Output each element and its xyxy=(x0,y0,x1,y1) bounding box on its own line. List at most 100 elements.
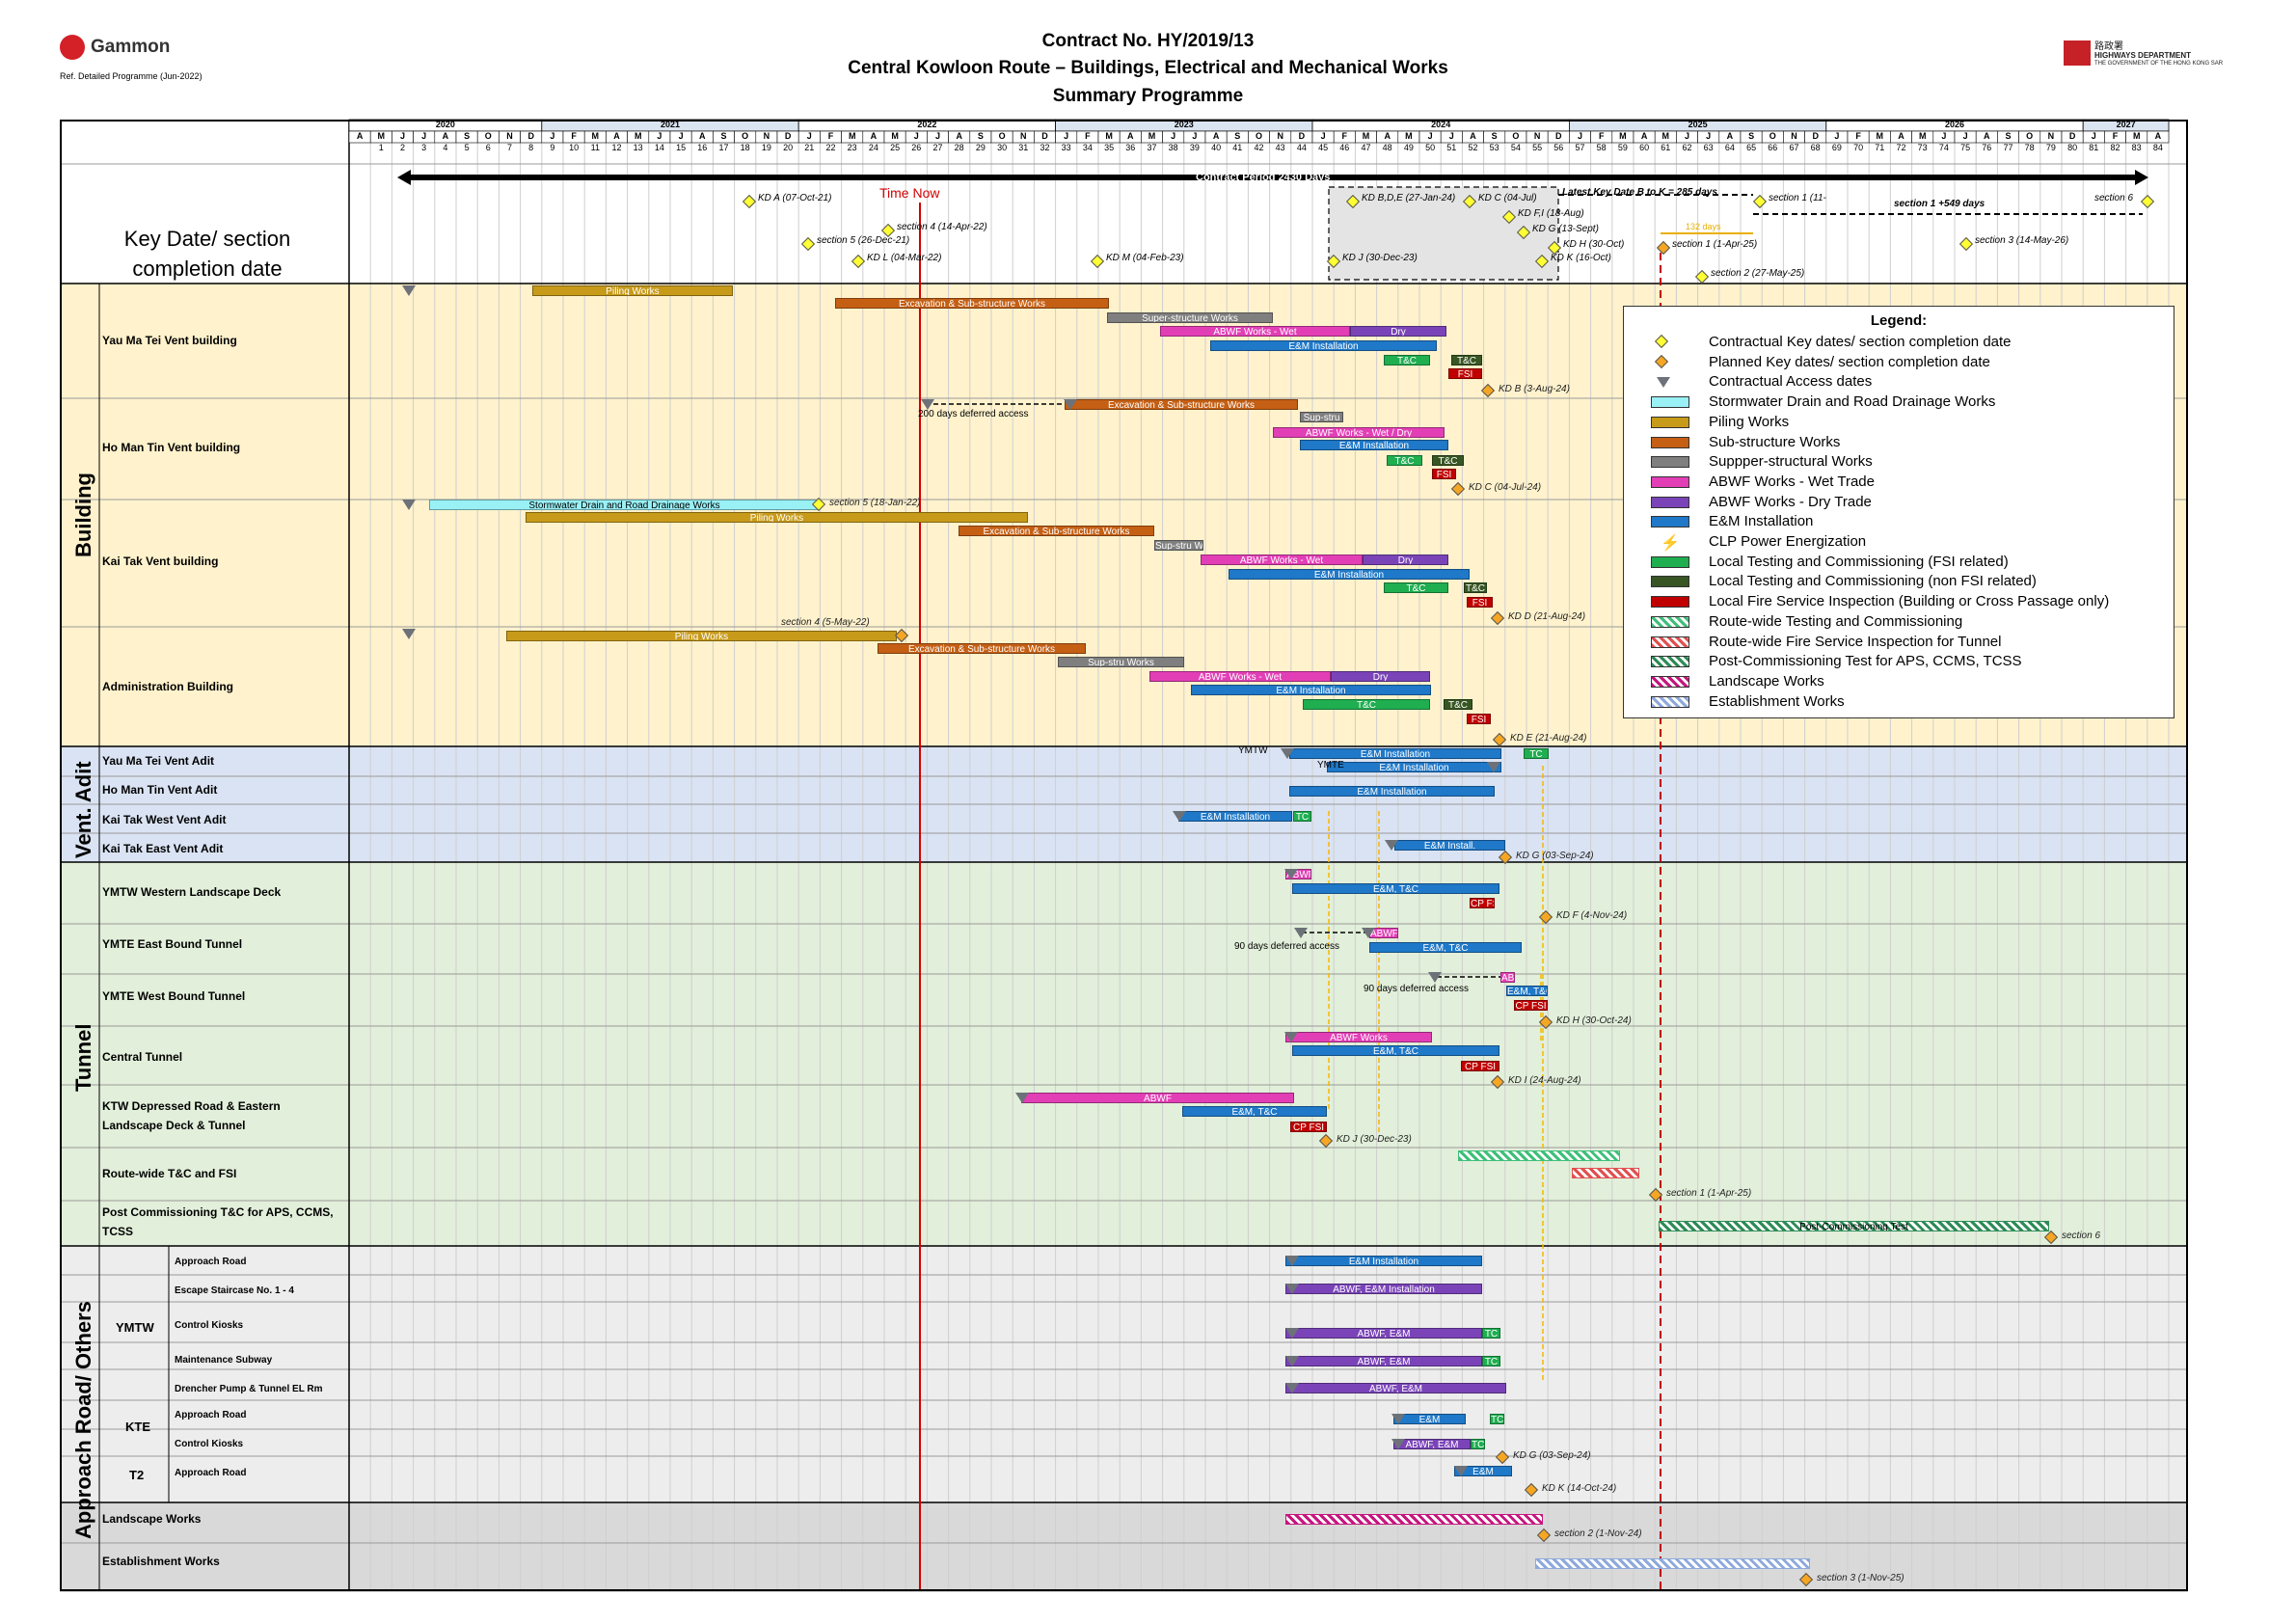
gantt-bar: ABWF, E&M xyxy=(1285,1356,1482,1366)
month-number: 70 xyxy=(1853,143,1864,152)
gantt-bar: FSI xyxy=(1467,714,1491,724)
month-label: A xyxy=(956,131,962,141)
month-label: D xyxy=(784,131,792,141)
row-keydate-label: section 5 (18-Jan-22) xyxy=(829,498,921,508)
month-number: 78 xyxy=(2024,143,2035,152)
days132-label: 132 days xyxy=(1686,222,1721,231)
month-label: J xyxy=(1427,131,1433,141)
month-number: 38 xyxy=(1168,143,1178,152)
row-routewide: Route-wide T&C and FSI xyxy=(102,1167,237,1180)
legend-swatch xyxy=(1651,636,1689,648)
access-date-triangle-icon xyxy=(1281,748,1294,759)
row-keydate-label: section 6 xyxy=(2062,1231,2101,1241)
legend-diamond-icon xyxy=(1654,334,1669,349)
keydate-header-line1: Key Date/ section xyxy=(123,227,291,251)
gantt-bar: E&M Installation xyxy=(1327,762,1501,772)
month-label: N xyxy=(506,131,513,141)
gantt-bar: E&M Install. xyxy=(1394,840,1505,851)
gantt-bar: Piling Works xyxy=(526,512,1028,523)
gantt-bar: Dry xyxy=(1363,555,1448,565)
month-label: M xyxy=(1619,131,1627,141)
month-number: 15 xyxy=(676,143,687,152)
marker-deferred-90b: 90 days deferred access xyxy=(1364,984,1469,994)
keydate-label: section 1 (11- xyxy=(1769,193,1826,203)
row-keydate-label: KD F (4-Nov-24) xyxy=(1556,910,1628,921)
keydate-label: section 5 (26-Dec-21) xyxy=(817,235,910,246)
title-line-2: Central Kowloon Route – Buildings, Elect… xyxy=(848,58,1448,78)
group-vent-adit: Vent. Adit xyxy=(71,761,95,858)
legend-swatch xyxy=(1651,416,1689,428)
band-tunnel xyxy=(60,862,2188,1246)
keydate-label: KD G (13-Sept) xyxy=(1532,224,1599,234)
month-number: 20 xyxy=(783,143,794,152)
gantt-bar: ABWF, E&M xyxy=(1285,1383,1506,1393)
month-number: 84 xyxy=(2152,143,2163,152)
legend-diamond-icon xyxy=(1654,354,1669,368)
row-hmt-adit: Ho Man Tin Vent Adit xyxy=(102,783,218,797)
month-label: D xyxy=(2068,131,2076,141)
month-number: 28 xyxy=(954,143,964,152)
legend-swatch xyxy=(1651,496,1689,508)
row-kt-vent: Kai Tak Vent building xyxy=(102,555,219,568)
month-number: 41 xyxy=(1232,143,1243,152)
legend-label: Local Testing and Commissioning (non FSI… xyxy=(1709,573,2037,590)
access-date-triangle-icon xyxy=(1173,811,1186,822)
gantt-bar: ABWF Works - Wet / Dry xyxy=(1273,427,1445,438)
gantt-bar: T&C xyxy=(1464,582,1487,593)
gantt-bar: E&M Installation xyxy=(1300,440,1448,450)
access-date-triangle-icon xyxy=(1285,1284,1299,1294)
month-number: 13 xyxy=(633,143,643,152)
access-date-triangle-icon xyxy=(402,285,416,296)
legend-label: ABWF Works - Dry Trade xyxy=(1709,493,1872,510)
legend-swatch xyxy=(1651,516,1689,528)
month-label: M xyxy=(1105,131,1113,141)
keydate-label: KD A (07-Oct-21) xyxy=(758,193,832,203)
row-keydate-label: KD C (04-Jul-24) xyxy=(1469,482,1542,493)
month-number: 39 xyxy=(1189,143,1200,152)
row-hmt-vent: Ho Man Tin Vent building xyxy=(102,441,241,454)
access-date-triangle-icon xyxy=(1454,1466,1468,1476)
row-kte-kiosks: Control Kiosks xyxy=(175,1439,244,1449)
month-label: M xyxy=(1362,131,1370,141)
month-number: 31 xyxy=(1018,143,1029,152)
month-label: S xyxy=(977,131,984,141)
marker-ymte: YMTE xyxy=(1317,760,1344,771)
month-number: 73 xyxy=(1917,143,1928,152)
month-label: D xyxy=(1298,131,1306,141)
marker-ymtw: YMTW xyxy=(1238,745,1268,756)
band-others xyxy=(60,1502,2188,1591)
month-number: 74 xyxy=(1938,143,1949,152)
gantt-bar: FSI xyxy=(1432,469,1456,479)
row-keydate-label: KD E (21-Aug-24) xyxy=(1510,733,1587,744)
month-label: J xyxy=(2091,131,2096,141)
gantt-bar: Excavation & Sub-structure Works xyxy=(1065,399,1298,410)
gantt-bar: Sup-stru xyxy=(1300,412,1343,422)
row-postcomm-2: TCSS xyxy=(102,1225,134,1238)
row-establishment: Establishment Works xyxy=(102,1555,220,1568)
month-number: 44 xyxy=(1296,143,1307,152)
month-cell xyxy=(2147,130,2170,144)
marker-deferred-90a: 90 days deferred access xyxy=(1234,941,1339,952)
month-label: M xyxy=(1405,131,1413,141)
gantt-bar: CP FSI xyxy=(1470,898,1495,908)
month-number: 55 xyxy=(1532,143,1543,152)
month-label: F xyxy=(1855,131,1861,141)
access-date-triangle-icon xyxy=(1285,1356,1299,1366)
month-label: F xyxy=(1341,131,1348,141)
month-number: 50 xyxy=(1425,143,1436,152)
group-approach: Approach Road/ Others xyxy=(71,1301,95,1539)
row-ymt-adit: Yau Ma Tei Vent Adit xyxy=(102,754,215,768)
keydate-label: section 1 (1-Apr-25) xyxy=(1672,239,1758,250)
row-approach-road: Approach Road xyxy=(175,1257,247,1267)
month-label: F xyxy=(1598,131,1605,141)
month-number: 5 xyxy=(464,143,470,152)
month-number: 26 xyxy=(911,143,922,152)
month-label: A xyxy=(356,131,364,141)
gantt-bar: ABWF, E&M xyxy=(1393,1439,1471,1449)
access-date-triangle-icon xyxy=(1294,928,1308,938)
legend-label: Suppper-structural Works xyxy=(1709,453,1873,471)
month-label: O xyxy=(1255,131,1262,141)
access-date-triangle-icon xyxy=(1362,928,1375,938)
row-kte-approach: Approach Road xyxy=(175,1410,247,1420)
